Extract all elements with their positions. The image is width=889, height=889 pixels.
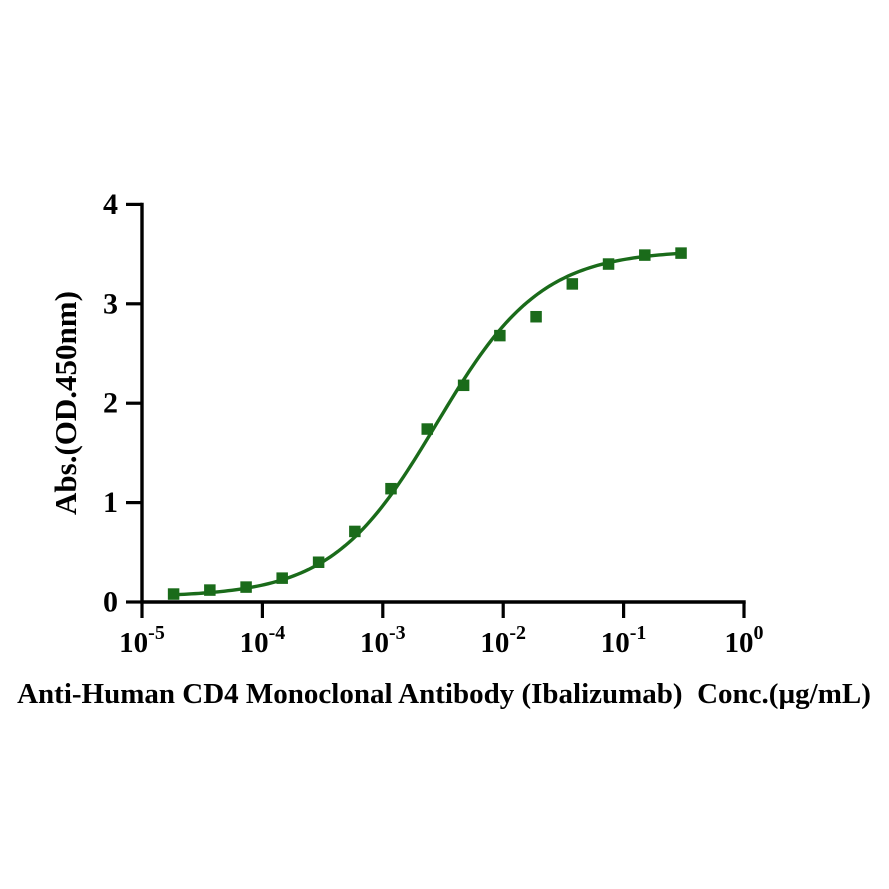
fit-curve: [168, 251, 683, 597]
data-point-marker: [457, 379, 470, 392]
data-point-marker: [167, 588, 180, 600]
x-axis-ticks: 10-5 10-4 10-3 10-2 10-1 100: [119, 602, 764, 659]
y-tick-label: 2: [103, 387, 118, 420]
x-tick-label: 10-2: [480, 622, 526, 659]
data-point-marker: [349, 525, 361, 538]
data-point-marker: [675, 247, 687, 259]
y-tick-label: 1: [103, 486, 118, 519]
data-point-marker: [494, 329, 506, 342]
data-point-marker: [204, 584, 216, 596]
axes: [140, 202, 746, 604]
x-tick-label: 100: [725, 622, 764, 659]
y-axis-ticks: 0 1 2 3 4: [103, 188, 142, 619]
x-axis-title: Anti-Human CD4 Monoclonal Antibody (Ibal…: [17, 678, 871, 710]
data-point-marker: [602, 258, 615, 270]
x-tick-label: 10-5: [119, 622, 165, 659]
axis-spine: [140, 202, 746, 604]
y-tick-label: 4: [103, 188, 118, 221]
y-tick-label: 0: [103, 586, 118, 619]
data-point-marker: [385, 482, 397, 495]
data-point-marker: [566, 278, 579, 290]
x-tick-label: 10-3: [360, 622, 406, 659]
y-tick-label: 3: [103, 287, 118, 320]
data-point-marker: [421, 423, 434, 435]
x-tick-label: 10-4: [240, 622, 286, 659]
x-tick-label: 10-1: [601, 622, 647, 659]
data-point-marker: [240, 581, 252, 593]
fit-curve-path: [168, 251, 683, 597]
data-point-marker: [639, 249, 651, 261]
data-points: [167, 247, 687, 600]
data-point-marker: [530, 310, 542, 323]
data-point-marker: [276, 572, 288, 584]
y-axis-title: Abs.(OD.450nm): [48, 291, 83, 515]
data-point-marker: [312, 556, 325, 568]
